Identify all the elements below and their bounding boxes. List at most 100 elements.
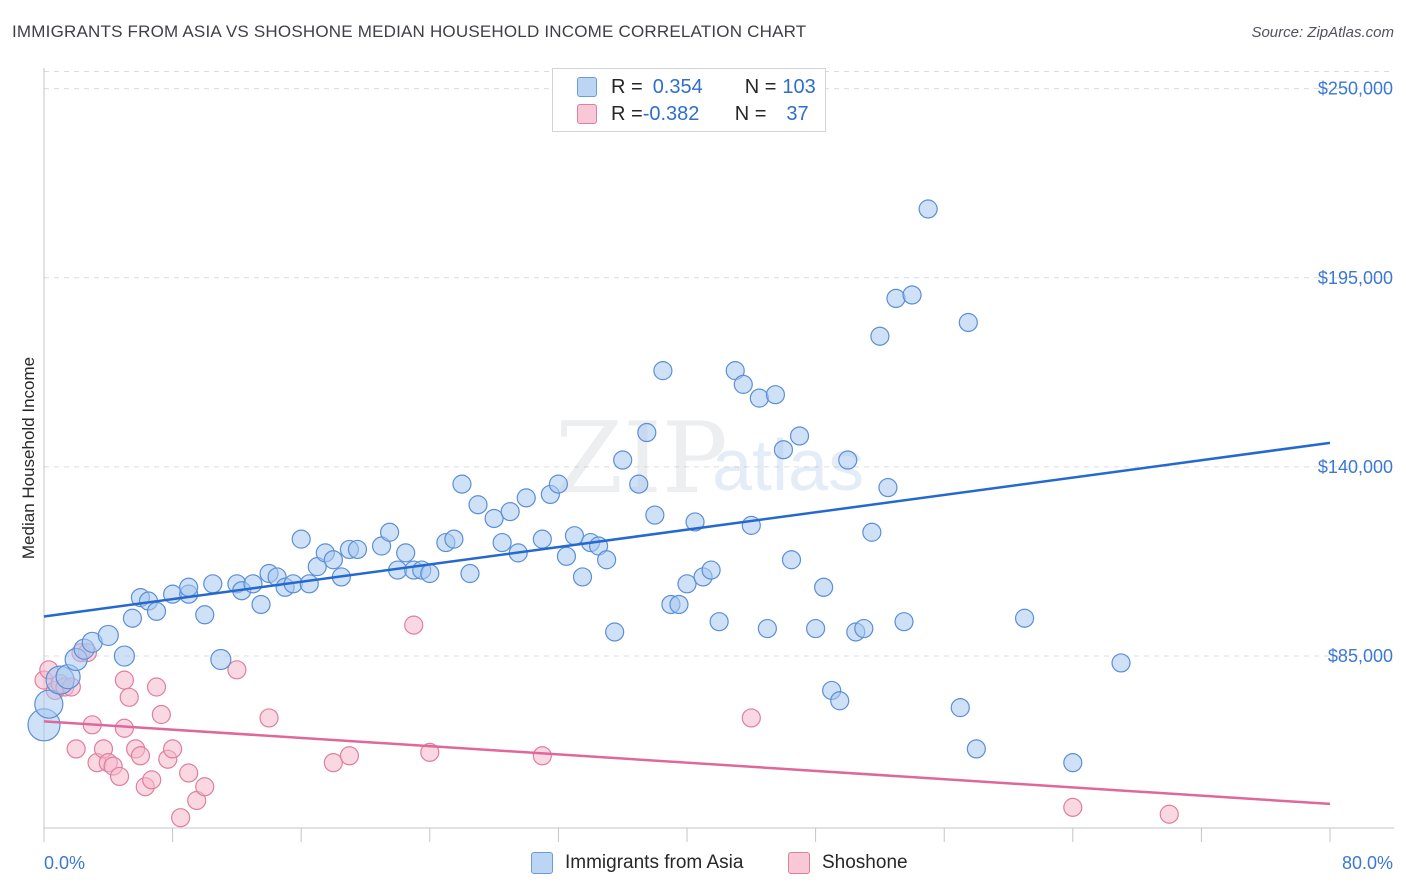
asia-point bbox=[484, 508, 504, 529]
asia-point bbox=[1111, 653, 1131, 673]
asia-point bbox=[805, 618, 826, 639]
legend-swatch-pink bbox=[577, 104, 597, 124]
y-axis-label: Median Household Income bbox=[19, 357, 38, 559]
asia-point bbox=[950, 698, 970, 718]
shoshone-point bbox=[109, 766, 130, 787]
asia-point bbox=[918, 199, 938, 219]
asia-point bbox=[460, 563, 480, 584]
asia-point bbox=[605, 622, 625, 642]
trend-lines bbox=[43, 441, 1331, 806]
asia-point bbox=[966, 739, 986, 759]
shoshone-point bbox=[195, 777, 215, 797]
y-tick-label: $85,000 bbox=[1328, 646, 1393, 666]
asia-point bbox=[669, 594, 689, 615]
shoshone-point bbox=[323, 753, 343, 773]
legend-swatch-blue bbox=[577, 77, 597, 97]
legend-swatch-asia bbox=[531, 852, 553, 874]
shoshone-point bbox=[1159, 804, 1179, 824]
legend-item-asia: Immigrants from Asia bbox=[531, 852, 743, 874]
shoshone-points bbox=[34, 615, 1179, 828]
legend-r-label: R = bbox=[611, 75, 643, 98]
shoshone-point bbox=[420, 742, 440, 762]
shoshone-point bbox=[1063, 797, 1083, 817]
asia-point bbox=[122, 608, 143, 628]
asia-point bbox=[179, 577, 199, 597]
asia-point bbox=[1063, 753, 1083, 773]
asia-point bbox=[1014, 608, 1035, 628]
asia-point bbox=[323, 550, 343, 570]
chart-title: IMMIGRANTS FROM ASIA VS SHOSHONE MEDIAN … bbox=[12, 22, 807, 41]
asia-point bbox=[146, 601, 167, 621]
asia-point bbox=[532, 529, 552, 549]
shoshone-point bbox=[339, 746, 360, 766]
asia-point bbox=[870, 326, 890, 346]
asia-point bbox=[380, 522, 400, 542]
asia-point bbox=[34, 689, 64, 719]
shoshone-point bbox=[66, 739, 86, 759]
asia-trend-line bbox=[43, 441, 1331, 618]
shoshone-point bbox=[130, 746, 151, 766]
asia-point bbox=[347, 539, 368, 560]
asia-point bbox=[701, 560, 721, 580]
shoshone-point bbox=[532, 746, 552, 766]
asia-point bbox=[492, 532, 512, 553]
asia-point bbox=[653, 361, 673, 381]
asia-point bbox=[97, 624, 119, 647]
shoshone-point bbox=[114, 718, 134, 738]
series-legend: Immigrants from Asia Shoshone bbox=[0, 850, 1406, 878]
shoshone-point bbox=[163, 739, 183, 759]
watermark: ZIP atlas bbox=[555, 402, 864, 516]
legend-label-shoshone: Shoshone bbox=[822, 852, 908, 873]
asia-point bbox=[113, 645, 135, 667]
legend-swatch-shoshone bbox=[788, 852, 810, 874]
shoshone-point bbox=[259, 708, 279, 728]
asia-point bbox=[500, 502, 520, 522]
asia-point bbox=[814, 577, 834, 597]
asia-point bbox=[572, 567, 593, 587]
legend-r-value: 0.354 bbox=[652, 75, 703, 98]
legend-n-value: 37 bbox=[786, 102, 809, 125]
asia-point bbox=[203, 574, 223, 594]
asia-point bbox=[878, 477, 898, 498]
legend-n-label: N = bbox=[734, 102, 767, 125]
asia-point bbox=[291, 529, 311, 549]
asia-point bbox=[902, 285, 922, 305]
asia-point bbox=[195, 605, 215, 625]
y-tick-label: $250,000 bbox=[1318, 79, 1393, 99]
asia-point bbox=[251, 594, 271, 615]
asia-point bbox=[564, 526, 585, 546]
shoshone-point bbox=[171, 808, 191, 828]
shoshone-point bbox=[114, 670, 134, 690]
asia-point bbox=[733, 374, 753, 394]
asia-point bbox=[781, 550, 802, 570]
legend-item-shoshone: Shoshone bbox=[788, 852, 908, 874]
asia-point bbox=[516, 488, 536, 508]
legend-row-shoshone: R = -0.382 N = 37 bbox=[577, 101, 809, 127]
asia-point bbox=[773, 440, 794, 460]
legend-label-asia: Immigrants from Asia bbox=[565, 852, 744, 873]
asia-point bbox=[958, 312, 978, 333]
asia-point bbox=[420, 563, 440, 584]
asia-point bbox=[685, 512, 705, 532]
asia-point bbox=[556, 546, 577, 566]
shoshone-trend-line bbox=[43, 720, 1331, 806]
asia-point bbox=[396, 543, 416, 563]
asia-points bbox=[27, 199, 1131, 773]
asia-point bbox=[645, 505, 665, 525]
shoshone-point bbox=[404, 615, 424, 635]
asia-point bbox=[597, 550, 617, 570]
x-tick-max: 80.0% bbox=[1342, 853, 1393, 873]
asia-point bbox=[299, 574, 319, 594]
shoshone-point bbox=[151, 704, 171, 725]
legend-n-label: N = bbox=[744, 75, 777, 98]
asia-point bbox=[757, 618, 777, 639]
asia-point bbox=[677, 574, 697, 594]
y-tick-label: $140,000 bbox=[1318, 457, 1393, 477]
asia-point bbox=[830, 691, 850, 711]
shoshone-point bbox=[179, 763, 199, 783]
legend-row-asia: R = 0.354 N = 103 bbox=[577, 74, 816, 100]
shoshone-point bbox=[146, 677, 167, 697]
legend-r-label: R = bbox=[611, 102, 643, 125]
asia-point bbox=[854, 618, 874, 639]
